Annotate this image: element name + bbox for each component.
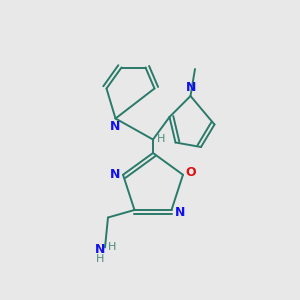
Text: H: H bbox=[95, 254, 104, 264]
Text: N: N bbox=[110, 120, 120, 134]
Text: N: N bbox=[110, 168, 120, 181]
Text: O: O bbox=[185, 166, 196, 179]
Text: N: N bbox=[186, 81, 196, 94]
Text: N: N bbox=[175, 206, 185, 220]
Text: H: H bbox=[107, 242, 116, 253]
Text: N: N bbox=[94, 243, 105, 256]
Text: H: H bbox=[157, 134, 166, 145]
